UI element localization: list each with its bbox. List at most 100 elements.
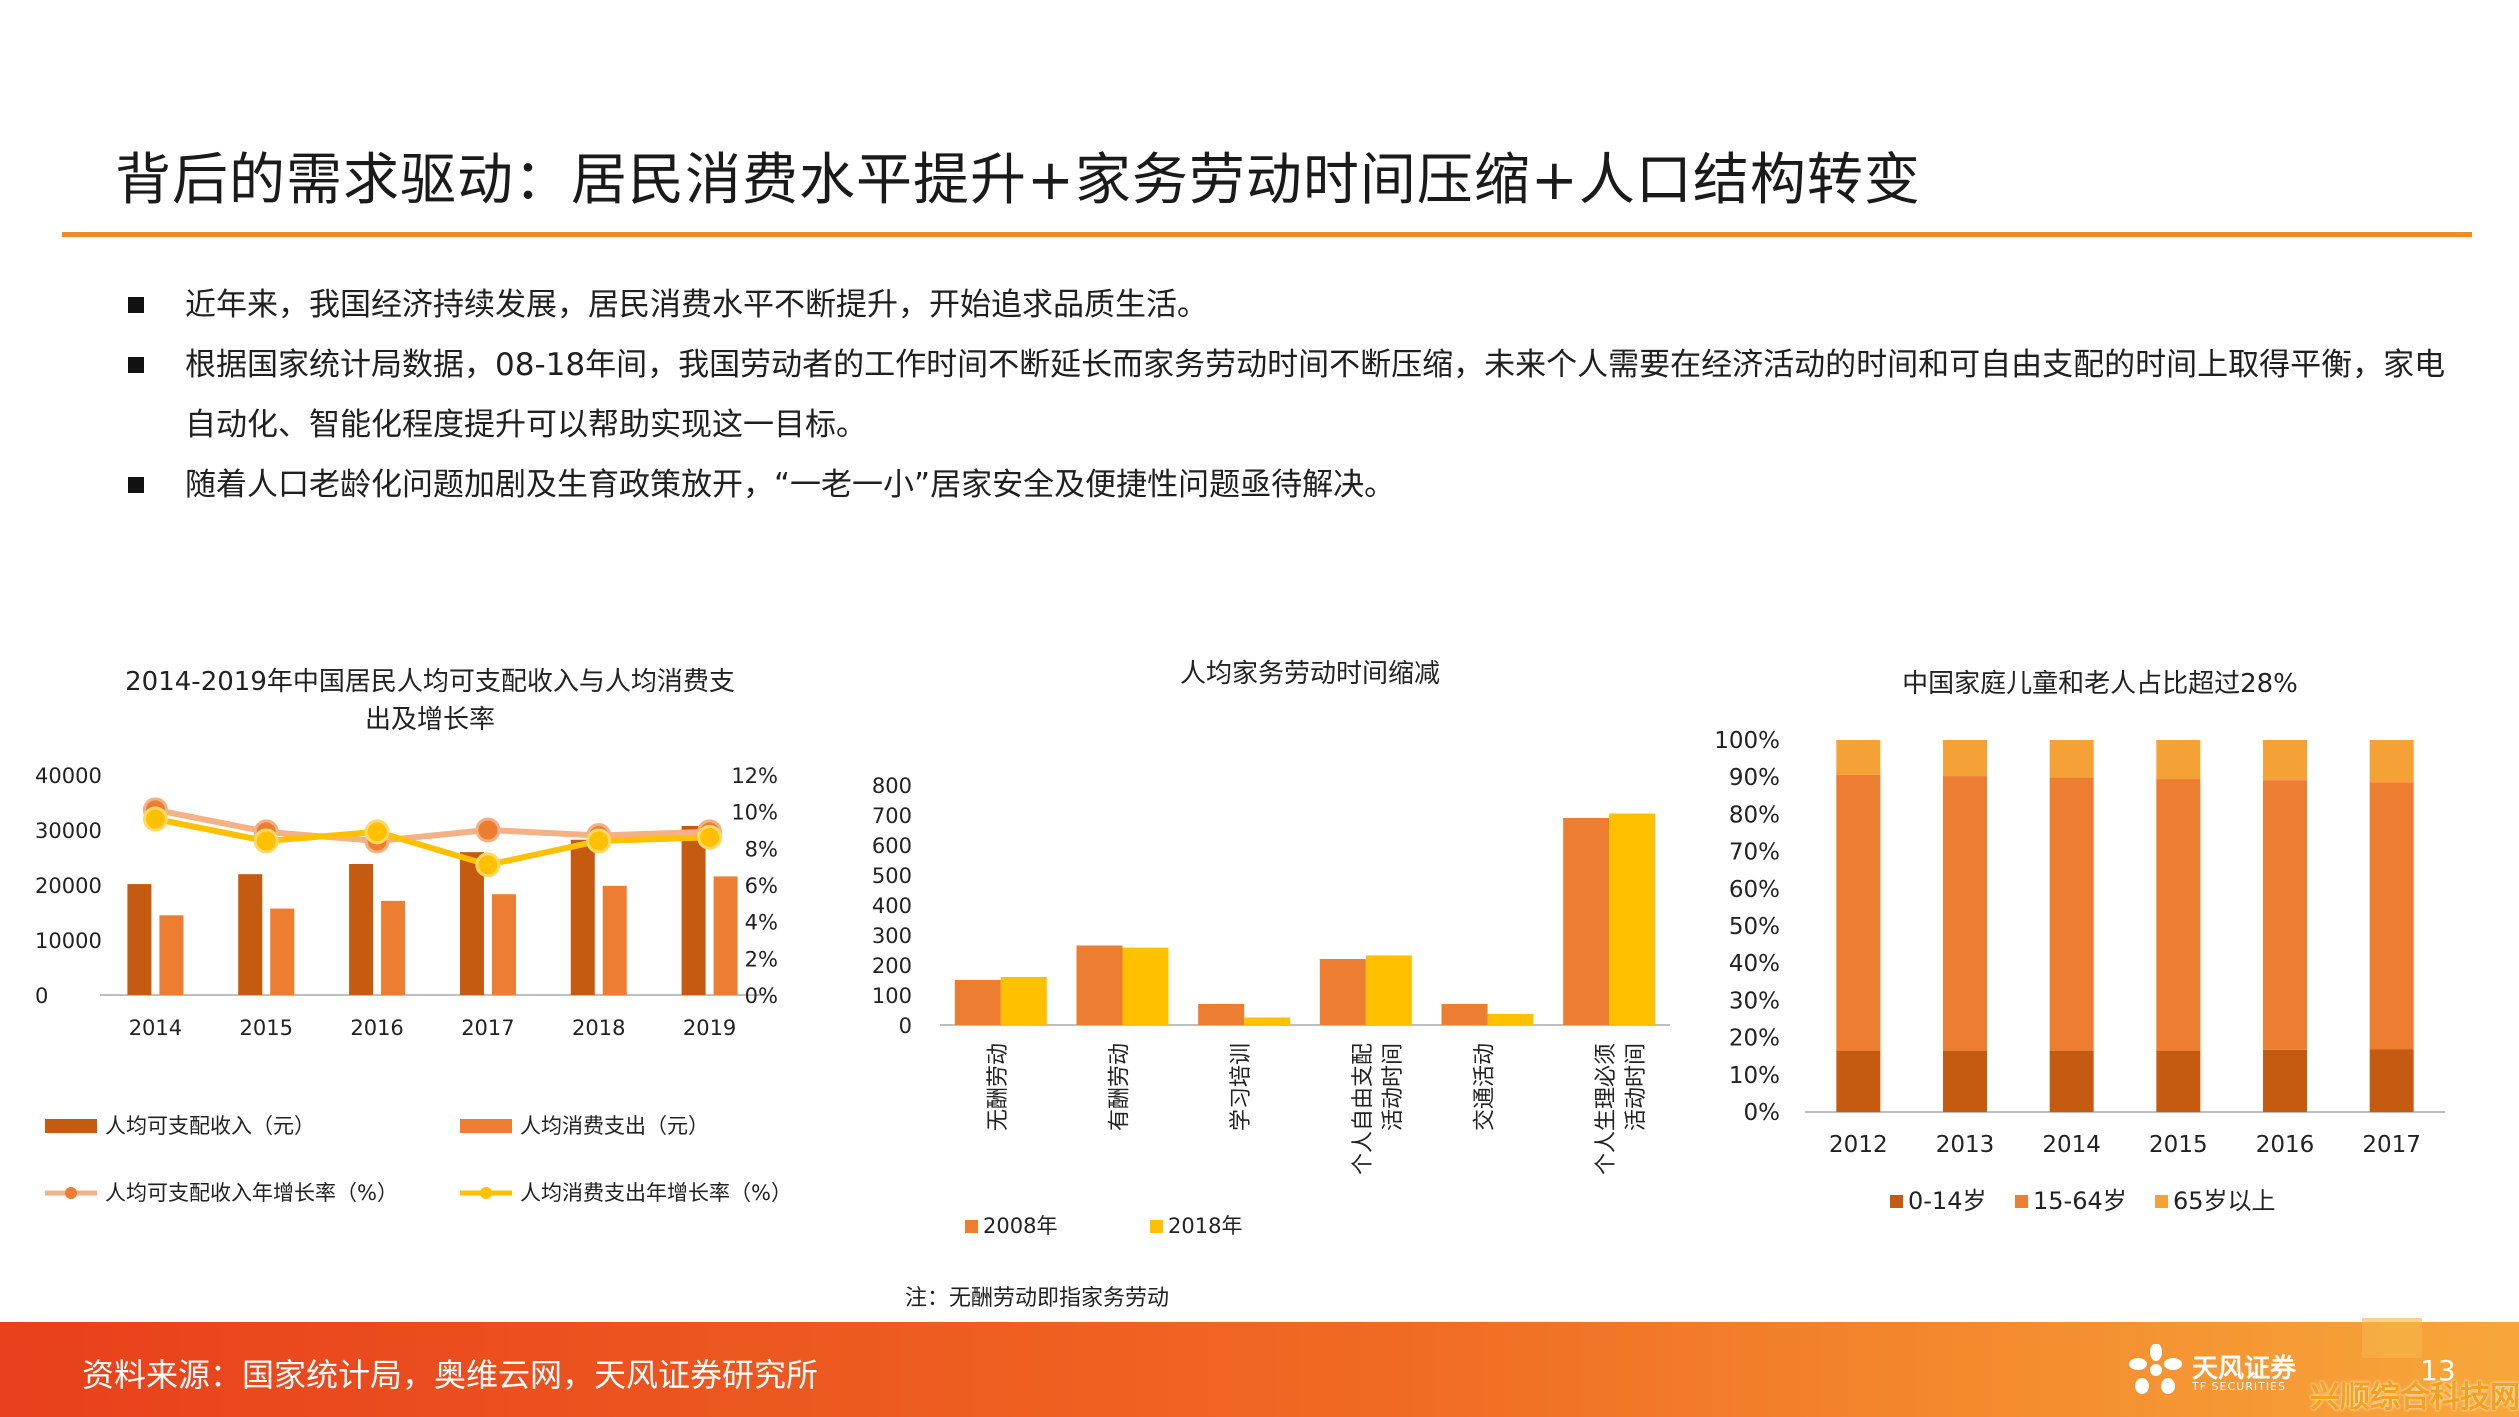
y2-tick-label: 8% (745, 837, 778, 861)
income-consumption-plot: 0 10000 20000 30000 40000 0% 2% 4% 6% 8% 10% 12% 201… (35, 764, 792, 1205)
consumption-growth-point (364, 819, 390, 845)
consumption-bar (602, 885, 627, 995)
x-tick-label: 2015 (2149, 1132, 2208, 1158)
bar-age-0-14 (1943, 1050, 1987, 1112)
bullet-item: 随着人口老龄化问题加剧及生育政策放开，“一老一小”居家安全及便捷性问题亟待解决。 (125, 455, 2455, 515)
bar-age-0-14 (2156, 1050, 2201, 1112)
y-tick-label: 30% (1729, 988, 1780, 1014)
legend-label: 人均消费支出（元） (520, 1114, 709, 1138)
bar-age-0-14 (2049, 1050, 2094, 1112)
legend-swatch (45, 1119, 97, 1133)
income-bar (570, 839, 595, 995)
bar-age-65-plus (2263, 740, 2307, 781)
y-tick-label: 10000 (35, 929, 102, 953)
x-tick-label: 2015 (240, 1016, 293, 1040)
y-tick-label: 0 (899, 1014, 912, 1038)
bar-2008 (1319, 959, 1366, 1025)
y-tick-label: 0 (35, 984, 48, 1008)
legend-swatch (1150, 1220, 1163, 1233)
income-growth-line (154, 806, 710, 845)
bar-2018 (1122, 947, 1169, 1025)
y2-tick-label: 4% (745, 911, 778, 935)
x-tick-label: 2018 (572, 1016, 625, 1040)
consumption-bar (270, 908, 295, 995)
x-tick-label: 2013 (1936, 1132, 1995, 1158)
y2-tick-label: 12% (731, 764, 778, 788)
consumption-bar (159, 915, 184, 995)
bullet-item: 根据国家统计局数据，08-18年间，我国劳动者的工作时间不断延长而家务劳动时间不… (125, 335, 2455, 455)
y-tick-label: 50% (1729, 914, 1780, 940)
consumption-bar (491, 894, 516, 995)
legend-label: 人均消费支出年增长率（%） (520, 1181, 792, 1205)
title-divider (62, 232, 2472, 237)
brand-subtitle: TF SECURITIES (2192, 1380, 2286, 1393)
page-number: 13 (2420, 1354, 2456, 1387)
bar-2018 (1609, 813, 1656, 1025)
income-consumption-chart: 2014-2019年中国居民人均可支配收入与人均消费支出及增长率 0 10000 2… (30, 655, 810, 1225)
housework-time-plot: 0 100 200 300 400 500 600 700 800 无酬劳动 有酬劳动 学习培训 个人自… (872, 774, 1670, 1238)
y-tick-label: 20% (1729, 1026, 1780, 1052)
bar-2018 (1365, 955, 1412, 1025)
x-tick-label: 2019 (683, 1016, 736, 1040)
legend-marker (65, 1187, 77, 1199)
income-bar (681, 825, 706, 995)
x-tick-label: 2012 (1829, 1132, 1888, 1158)
chart-title: 中国家庭儿童和老人占比超过28% (1902, 669, 2298, 699)
bullet-list: 近年来，我国经济持续发展，居民消费水平不断提升，开始追求品质生活。 根据国家统计… (125, 275, 2455, 515)
brand-name: 天风证券 (2192, 1354, 2297, 1384)
y-tick-label: 800 (872, 774, 912, 798)
legend-swatch (965, 1220, 978, 1233)
y-tick-label: 80% (1729, 802, 1780, 828)
income-growth-point (475, 817, 501, 843)
consumption-growth-point (253, 828, 279, 854)
legend-label: 65岁以上 (2173, 1187, 2276, 1215)
x-category-label: 无酬劳动 (986, 1043, 1011, 1131)
x-category-label: 活动时间 (1381, 1043, 1406, 1131)
y-tick-label: 60% (1729, 877, 1780, 903)
legend-label: 2008年 (983, 1214, 1057, 1238)
x-tick-label: 2014 (129, 1016, 182, 1040)
y-tick-label: 20000 (35, 874, 102, 898)
legend-swatch (2155, 1195, 2168, 1208)
y-tick-label: 40% (1729, 951, 1780, 977)
x-category-label: 交通活动 (1473, 1043, 1498, 1131)
legend-swatch (1890, 1195, 1903, 1208)
bar-age-15-64 (2049, 777, 2094, 1051)
slide-title: 背后的需求驱动：居民消费水平提升+家务劳动时间压缩+人口结构转变 (115, 148, 1921, 213)
consumption-growth-point (142, 806, 168, 832)
legend-marker (480, 1187, 492, 1199)
consumption-bar (713, 876, 738, 995)
y-tick-label: 40000 (35, 764, 102, 788)
y-tick-label: 600 (872, 834, 912, 858)
bar-2018 (1000, 977, 1047, 1025)
bar-2008 (1441, 1004, 1488, 1025)
legend-label: 0-14岁 (1908, 1187, 1986, 1215)
y2-tick-label: 0% (745, 984, 778, 1008)
population-structure-chart: 中国家庭儿童和老人占比超过28% 0% 10% 20% 30% 40% 50% 60% 70%… (1690, 655, 2470, 1255)
bar-age-15-64 (2369, 782, 2414, 1050)
income-bar (349, 863, 374, 995)
legend-swatch (2015, 1195, 2028, 1208)
legend-label: 2018年 (1168, 1214, 1242, 1238)
bar-2008 (1563, 818, 1610, 1025)
bar-age-65-plus (1836, 740, 1881, 775)
income-bar (459, 852, 484, 995)
y2-tick-label: 6% (745, 874, 778, 898)
income-bar (238, 874, 263, 995)
chart-title: 2014-2019年中国居民人均可支配收入与人均消费支出及增长率 (125, 667, 735, 735)
y-tick-label: 10% (1729, 1063, 1780, 1089)
bullet-square-icon (128, 297, 144, 313)
footer-bar: 资料来源：国家统计局，奥维云网，天风证券研究所 天风证券 TF SECURITI… (0, 1322, 2519, 1417)
y-tick-label: 0% (1744, 1100, 1781, 1126)
housework-time-chart: 人均家务劳动时间缩减 0 100 200 300 400 500 600 700 800 无酬劳动… (860, 655, 1680, 1265)
bar-2008 (954, 980, 1001, 1025)
bullet-text: 近年来，我国经济持续发展，居民消费水平不断提升，开始追求品质生活。 (185, 287, 1208, 323)
bullet-text: 随着人口老龄化问题加剧及生育政策放开，“一老一小”居家安全及便捷性问题亟待解决。 (185, 467, 1396, 503)
y-tick-label: 700 (872, 804, 912, 828)
legend-swatch (460, 1119, 512, 1133)
bullet-text: 根据国家统计局数据，08-18年间，我国劳动者的工作时间不断延长而家务劳动时间不… (185, 347, 2446, 443)
x-tick-label: 2017 (461, 1016, 514, 1040)
chart-title: 人均家务劳动时间缩减 (1179, 659, 1440, 689)
legend-label: 人均可支配收入（元） (105, 1114, 315, 1138)
y-tick-label: 70% (1729, 840, 1780, 866)
